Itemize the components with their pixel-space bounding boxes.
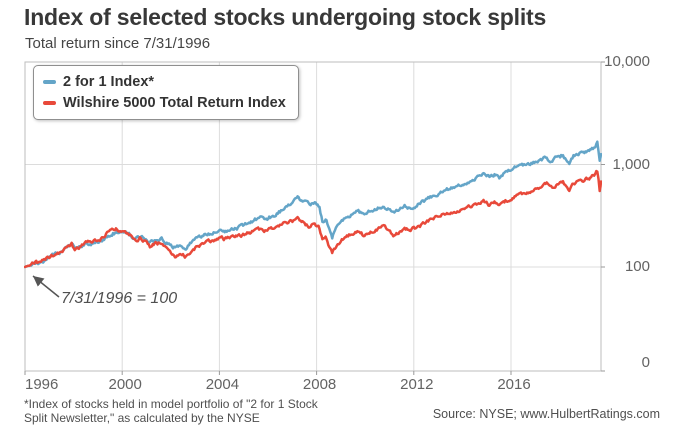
x-tick-label: 2008 — [302, 376, 337, 393]
series-line-wilshire — [24, 169, 602, 269]
footnote-line-1: *Index of stocks held in model portfolio… — [24, 397, 318, 411]
annotation-arrow — [32, 275, 60, 298]
footnote: *Index of stocks held in model portfolio… — [24, 397, 318, 425]
x-tick-label: 2016 — [497, 376, 531, 393]
legend-label: 2 for 1 Index* — [63, 73, 155, 90]
plot-border — [24, 61, 602, 372]
chart-subtitle: Total return since 7/31/1996 — [25, 35, 211, 52]
legend-item-wilshire: Wilshire 5000 Total Return Index — [43, 92, 286, 113]
chart-title: Index of selected stocks undergoing stoc… — [24, 4, 547, 30]
series-line-2for1 — [24, 140, 602, 269]
series-lines — [24, 140, 602, 269]
footnote-line-2: Split Newsletter," as calculated by the … — [24, 411, 260, 425]
x-tick-label: 2000 — [108, 376, 142, 393]
annotation-base-value: 7/31/1996 = 100 — [61, 290, 178, 307]
x-tick-label: 1996 — [25, 376, 59, 393]
gridlines — [25, 62, 601, 371]
source-credit: Source: NYSE; www.HulbertRatings.com — [432, 407, 660, 421]
x-tick-label: 2012 — [400, 376, 434, 393]
legend: 2 for 1 Index* Wilshire 5000 Total Retur… — [33, 65, 299, 120]
legend-label: Wilshire 5000 Total Return Index — [63, 94, 286, 111]
legend-swatch-red — [43, 100, 56, 105]
x-axis-labels: 1996 2000 2004 2008 2012 2016 — [0, 376, 685, 396]
legend-swatch-blue — [43, 79, 56, 84]
axis-ticks — [24, 61, 605, 375]
legend-item-2for1: 2 for 1 Index* — [43, 71, 286, 92]
x-tick-label: 2004 — [205, 376, 240, 393]
